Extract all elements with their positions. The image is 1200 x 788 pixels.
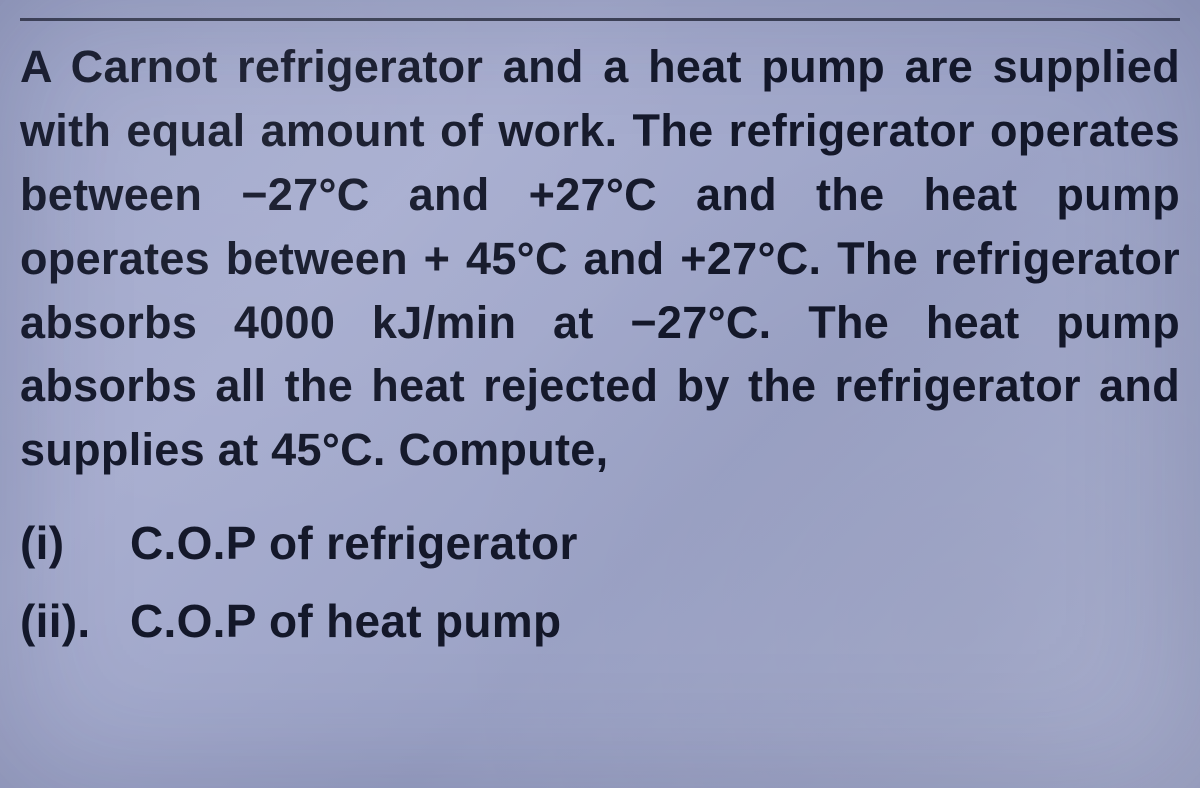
option-text-ii: C.O.P of heat pump [130,586,561,657]
page: A Carnot refrigerator and a heat pump ar… [0,0,1200,788]
option-row: (ii). C.O.P of heat pump [20,586,1186,657]
top-rule [20,18,1180,21]
option-row: (i) C.O.P of refrigerator [20,508,1186,579]
options-list: (i) C.O.P of refrigerator (ii). C.O.P of… [14,508,1186,657]
option-marker-ii: (ii). [20,586,130,657]
problem-statement: A Carnot refrigerator and a heat pump ar… [14,35,1186,482]
option-text-i: C.O.P of refrigerator [130,508,578,579]
option-marker-i: (i) [20,508,130,579]
